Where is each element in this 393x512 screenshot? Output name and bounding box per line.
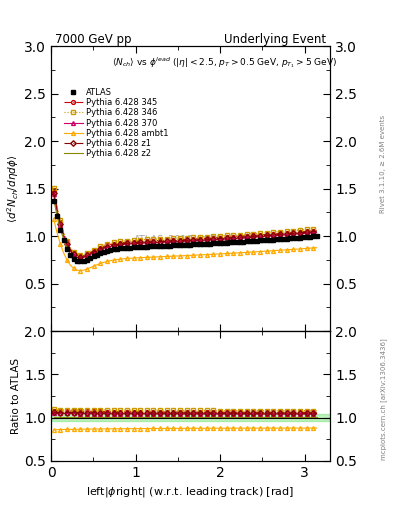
Pythia 6.428 z1 <box>214 236 219 242</box>
Pythia 6.428 z2 <box>214 239 219 245</box>
Line: Pythia 6.428 z2: Pythia 6.428 z2 <box>53 199 317 261</box>
Pythia 6.428 345 <box>224 234 229 240</box>
Pythia 6.428 345 <box>214 234 219 241</box>
ATLAS <box>314 233 319 239</box>
Pythia 6.428 ambt1 <box>78 268 83 274</box>
Line: Pythia 6.428 345: Pythia 6.428 345 <box>52 188 319 258</box>
X-axis label: left|$\phi$right| (w.r.t. leading track) [rad]: left|$\phi$right| (w.r.t. leading track)… <box>86 485 295 499</box>
Pythia 6.428 370 <box>51 191 56 197</box>
Pythia 6.428 346 <box>171 235 176 241</box>
Text: mcplots.cern.ch [arXiv:1306.3436]: mcplots.cern.ch [arXiv:1306.3436] <box>380 338 387 460</box>
Pythia 6.428 z2 <box>288 234 292 241</box>
ATLAS <box>171 242 176 248</box>
Bar <box>51 414 330 421</box>
Pythia 6.428 ambt1 <box>234 250 239 256</box>
Pythia 6.428 345 <box>234 233 239 240</box>
Pythia 6.428 370 <box>78 255 83 261</box>
Pythia 6.428 ambt1 <box>224 250 229 257</box>
Pythia 6.428 346 <box>224 232 229 239</box>
Pythia 6.428 z1 <box>78 254 83 260</box>
Pythia 6.428 z2 <box>51 196 56 202</box>
Line: Pythia 6.428 z1: Pythia 6.428 z1 <box>52 191 319 259</box>
Pythia 6.428 z2 <box>78 258 83 264</box>
Pythia 6.428 346 <box>51 185 56 191</box>
Pythia 6.428 346 <box>78 252 83 258</box>
Pythia 6.428 370 <box>314 229 319 236</box>
Pythia 6.428 z2 <box>171 242 176 248</box>
Line: ATLAS: ATLAS <box>51 199 319 263</box>
Pythia 6.428 z1 <box>211 236 216 242</box>
Pythia 6.428 ambt1 <box>214 251 219 257</box>
ATLAS <box>211 240 216 246</box>
Pythia 6.428 346 <box>214 233 219 239</box>
Pythia 6.428 370 <box>288 231 292 238</box>
Pythia 6.428 ambt1 <box>211 251 216 258</box>
ATLAS <box>234 239 239 245</box>
Pythia 6.428 370 <box>224 236 229 242</box>
Pythia 6.428 345 <box>78 253 83 259</box>
Text: Underlying Event: Underlying Event <box>224 33 326 46</box>
Pythia 6.428 ambt1 <box>171 253 176 259</box>
Pythia 6.428 z1 <box>288 230 292 237</box>
Pythia 6.428 z1 <box>51 190 56 196</box>
ATLAS <box>224 240 229 246</box>
Legend: ATLAS, Pythia 6.428 345, Pythia 6.428 346, Pythia 6.428 370, Pythia 6.428 ambt1,: ATLAS, Pythia 6.428 345, Pythia 6.428 34… <box>61 84 172 162</box>
Pythia 6.428 370 <box>171 239 176 245</box>
Pythia 6.428 346 <box>234 232 239 238</box>
Pythia 6.428 346 <box>288 228 292 234</box>
Y-axis label: $\langle d^2 N_{ch}/d\eta d\phi \rangle$: $\langle d^2 N_{ch}/d\eta d\phi \rangle$ <box>6 155 22 223</box>
Pythia 6.428 z1 <box>171 238 176 244</box>
Line: Pythia 6.428 346: Pythia 6.428 346 <box>52 186 319 257</box>
Pythia 6.428 z1 <box>314 228 319 234</box>
Pythia 6.428 ambt1 <box>51 216 56 222</box>
Pythia 6.428 345 <box>288 229 292 236</box>
Line: Pythia 6.428 370: Pythia 6.428 370 <box>52 192 319 260</box>
Pythia 6.428 345 <box>314 227 319 233</box>
Text: ATLAS_2010_S8894728: ATLAS_2010_S8894728 <box>134 234 248 245</box>
Pythia 6.428 z2 <box>224 239 229 245</box>
Pythia 6.428 ambt1 <box>288 246 292 252</box>
ATLAS <box>51 198 56 204</box>
Pythia 6.428 346 <box>211 233 216 239</box>
Pythia 6.428 345 <box>211 235 216 241</box>
Y-axis label: Ratio to ATLAS: Ratio to ATLAS <box>11 358 22 434</box>
Pythia 6.428 ambt1 <box>314 245 319 251</box>
Pythia 6.428 z1 <box>224 235 229 241</box>
Pythia 6.428 z2 <box>211 240 216 246</box>
Pythia 6.428 345 <box>171 237 176 243</box>
ATLAS <box>78 258 83 264</box>
Pythia 6.428 z1 <box>234 234 239 241</box>
ATLAS <box>288 235 292 241</box>
ATLAS <box>214 240 219 246</box>
Pythia 6.428 345 <box>51 187 56 194</box>
Pythia 6.428 370 <box>214 237 219 243</box>
Pythia 6.428 z2 <box>314 232 319 238</box>
Pythia 6.428 370 <box>211 237 216 243</box>
Pythia 6.428 370 <box>234 236 239 242</box>
Text: Rivet 3.1.10, ≥ 2.6M events: Rivet 3.1.10, ≥ 2.6M events <box>380 115 386 213</box>
Pythia 6.428 z2 <box>234 238 239 244</box>
Text: $\langle N_{ch}\rangle$ vs $\phi^{lead}$ ($|\eta|<2.5$, $p_T>0.5$ GeV, $p_{T_1}>: $\langle N_{ch}\rangle$ vs $\phi^{lead}$… <box>112 55 338 70</box>
Text: 7000 GeV pp: 7000 GeV pp <box>55 33 132 46</box>
Pythia 6.428 346 <box>314 225 319 231</box>
Line: Pythia 6.428 ambt1: Pythia 6.428 ambt1 <box>52 217 319 272</box>
